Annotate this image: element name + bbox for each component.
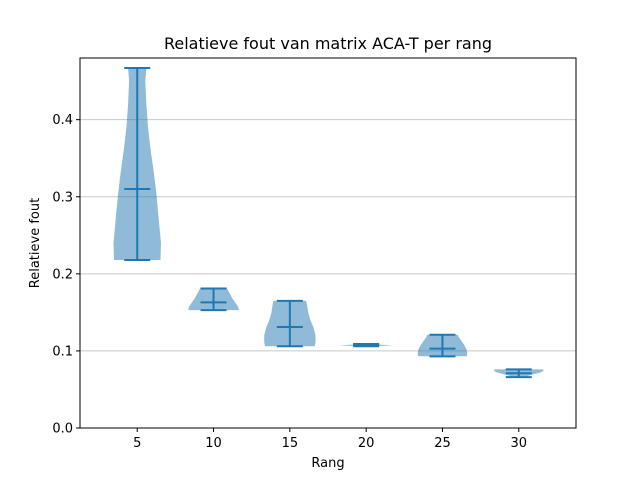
y-tick-label: 0.2 — [52, 267, 73, 282]
plot-frame — [79, 57, 577, 429]
violins — [113, 67, 544, 379]
y-axis-label: Relatieve fout — [28, 198, 43, 288]
x-tick-label: 30 — [510, 436, 527, 451]
y-axis-ticks: 0.0 0.1 0.2 0.3 0.4 — [52, 113, 80, 437]
x-tick-label: 25 — [434, 436, 451, 451]
y-tick-label: 0.1 — [52, 344, 73, 359]
y-tick-label: 0.3 — [52, 190, 73, 205]
y-tick-label: 0.4 — [52, 113, 73, 128]
x-tick-label: 10 — [205, 436, 222, 451]
x-axis-ticks: 5 10 15 20 25 30 — [133, 428, 527, 451]
x-tick-label: 15 — [282, 436, 299, 451]
x-tick-label: 5 — [133, 436, 141, 451]
y-tick-label: 0.0 — [52, 422, 73, 437]
x-tick-label: 20 — [358, 436, 375, 451]
gridlines — [80, 119, 576, 352]
x-axis-label: Rang — [311, 456, 344, 471]
chart-title: Relatieve fout van matrix ACA-T per rang — [164, 34, 492, 53]
